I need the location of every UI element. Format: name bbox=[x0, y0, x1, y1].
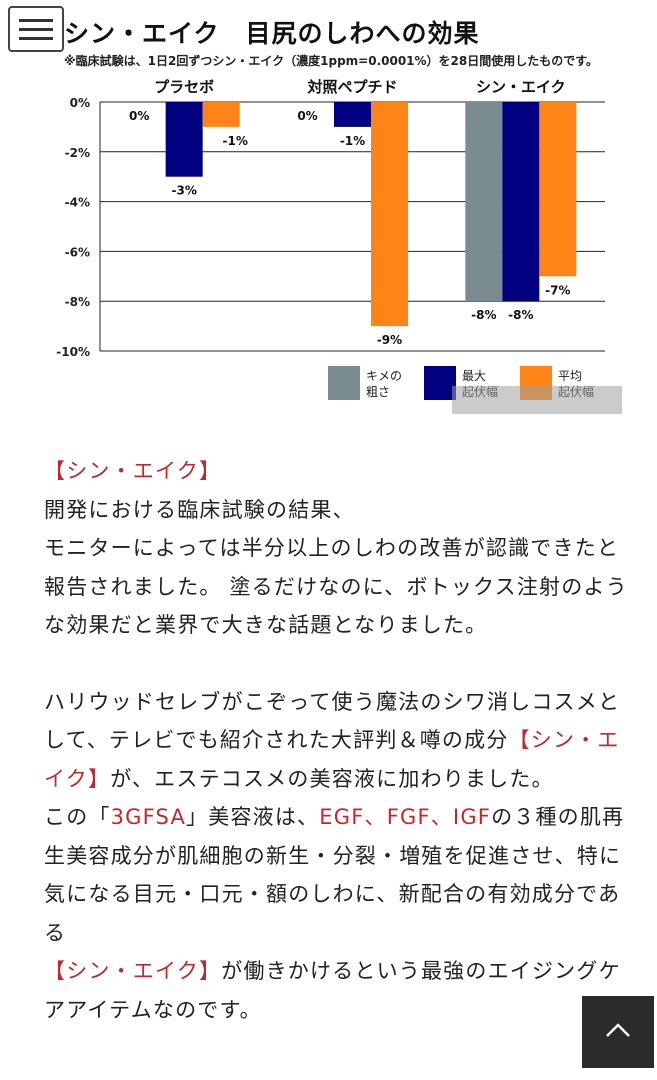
paragraph-2-after: が、エステコスメの美容液に加わりました。 bbox=[110, 766, 554, 791]
y-tick-label: -10% bbox=[56, 345, 90, 359]
chart-note: ※臨床試験は、1日2回ずつシン・エイク（濃度1ppm=0.0001%）を28日間… bbox=[64, 54, 599, 68]
article-paragraph-1: 開発における臨床試験の結果、モニターによっては半分以上のしわの改善が認識できたと… bbox=[44, 491, 629, 645]
chart-title: シン・エイク 目尻のしわへの効果 bbox=[64, 19, 480, 48]
bar-chart: 0% -2% -4% -6% -8% -10% プラセボ 0% -3% -1% 対照ペプチド 0% -1… bbox=[56, 78, 605, 400]
ingredient-igf: IGF bbox=[452, 805, 492, 829]
ingredient-fgf: FGF bbox=[386, 805, 431, 829]
ingredient-highlight: 【シン・エイク】 bbox=[44, 728, 620, 791]
data-label: -8% bbox=[508, 308, 533, 322]
scroll-to-top-button[interactable] bbox=[582, 996, 654, 1068]
hamburger-menu-icon-bar bbox=[19, 37, 53, 40]
data-label: -7% bbox=[545, 283, 570, 297]
watermark bbox=[452, 386, 622, 414]
y-tick-label: 0% bbox=[70, 96, 90, 110]
bar bbox=[202, 102, 240, 127]
ingredient-egf: EGF bbox=[319, 805, 365, 829]
y-tick-label: -4% bbox=[65, 196, 90, 210]
paragraph-3-b: 」美容液は、 bbox=[186, 805, 320, 829]
legend-swatch bbox=[424, 366, 456, 400]
legend-label: 最大 bbox=[462, 369, 486, 383]
data-label: 0% bbox=[129, 109, 149, 123]
separator-2: 、 bbox=[430, 805, 453, 829]
legend-label: 粗さ bbox=[366, 385, 390, 399]
chevron-up-icon bbox=[606, 1023, 630, 1037]
menu-button[interactable] bbox=[8, 6, 64, 52]
bar bbox=[539, 102, 577, 277]
y-tick-label: -2% bbox=[65, 146, 90, 160]
paragraph-3-c: の３種の肌再生美容成分が肌細胞の新生・分裂・増殖を促進させ、特に気になる目元・口… bbox=[44, 805, 625, 945]
bar bbox=[371, 102, 408, 327]
category-label: プラセボ bbox=[154, 78, 214, 96]
category-label: 対照ペプチド bbox=[306, 78, 397, 96]
data-label: -9% bbox=[377, 333, 402, 347]
bar bbox=[465, 102, 503, 302]
y-tick-label: -6% bbox=[65, 245, 90, 259]
paragraph-1-rest: モニターによっては半分以上のしわの改善が認識できたと報告されました。 塗るだけな… bbox=[44, 536, 628, 637]
article-paragraph-2: ハリウッドセレブがこぞって使う魔法のシワ消しコスメとして、テレビでも紹介された大… bbox=[44, 683, 629, 799]
ingredient-highlight-2: 【シン・エイク】 bbox=[44, 959, 222, 983]
article-body: 【シン・エイク】 開発における臨床試験の結果、モニターによっては半分以上のしわの… bbox=[44, 452, 629, 1029]
paragraph-2-intro: ハリウッドセレブがこぞって使う魔法のシワ消しコスメとして、テレビでも紹介された大… bbox=[44, 689, 621, 753]
legend-label: キメの bbox=[366, 369, 402, 383]
article-paragraph-3: この「3GFSA」美容液は、EGF、FGF、IGFの３種の肌再生美容成分が肌細胞… bbox=[44, 798, 629, 1029]
legend-swatch bbox=[328, 366, 360, 400]
data-label: -3% bbox=[171, 184, 196, 198]
paragraph-3-d: が働きかけるという最強のエイジングケアアイテムなのです。 bbox=[44, 959, 621, 1022]
bar bbox=[502, 102, 540, 302]
y-tick-label: -8% bbox=[65, 295, 90, 309]
separator-1: 、 bbox=[364, 805, 387, 829]
hamburger-menu-icon-bar bbox=[19, 28, 53, 31]
data-label: -1% bbox=[340, 134, 365, 148]
bar bbox=[165, 102, 203, 177]
hamburger-menu-icon bbox=[19, 19, 53, 22]
data-label: -8% bbox=[471, 308, 496, 322]
category-label: シン・エイク bbox=[476, 78, 566, 96]
bar bbox=[334, 102, 371, 127]
product-name: 3GFSA bbox=[110, 805, 187, 829]
data-label: -1% bbox=[222, 134, 247, 148]
spacer bbox=[44, 645, 629, 683]
paragraph-1-line-1: 開発における臨床試験の結果、 bbox=[44, 497, 355, 522]
paragraph-3-a: この「 bbox=[44, 805, 111, 829]
article-heading: 【シン・エイク】 bbox=[44, 459, 222, 483]
legend-label: 平均 bbox=[558, 369, 582, 383]
data-label: 0% bbox=[297, 109, 317, 123]
